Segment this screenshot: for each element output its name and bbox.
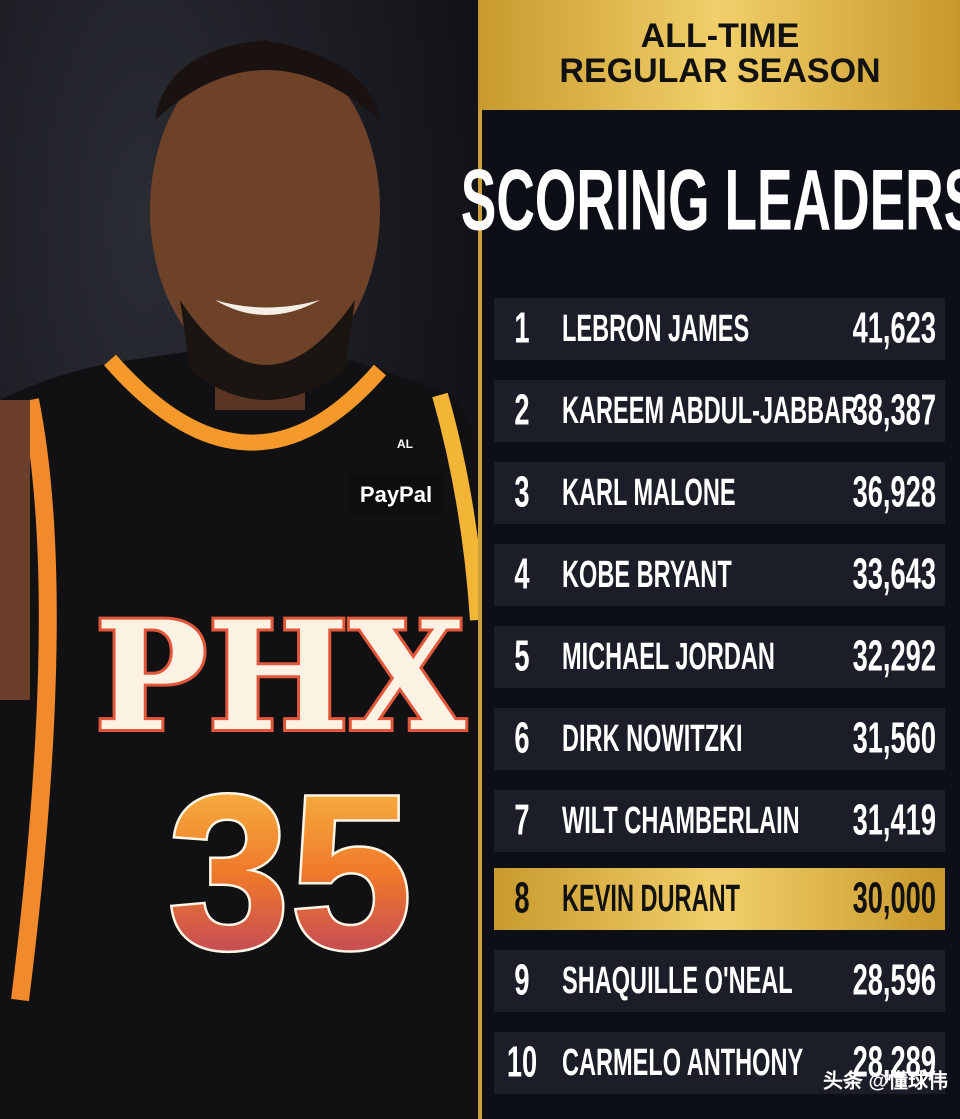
- player-name: MICHAEL JORDAN: [562, 634, 775, 677]
- row-bg: [494, 790, 945, 852]
- points: 41,623: [853, 303, 936, 352]
- points-cell: 36,928: [853, 467, 936, 516]
- points-cell: 30,000: [853, 873, 936, 922]
- row-bg: [494, 298, 945, 360]
- player-name-cell: CARMELO ANTHONY: [562, 1040, 803, 1083]
- player-name-cell: KOBE BRYANT: [562, 552, 732, 595]
- rank-cell: 6: [514, 713, 529, 762]
- hair: [155, 40, 380, 120]
- heading: SCORING LEADERS: [461, 153, 960, 249]
- points-cell: 33,643: [853, 549, 936, 598]
- watermark: 头条 @懂球伟: [823, 1068, 948, 1092]
- row-bg: [494, 950, 945, 1012]
- rank: 5: [514, 631, 529, 680]
- player-name-cell: WILT CHAMBERLAIN: [562, 798, 800, 841]
- head: [150, 45, 380, 375]
- rank-cell: 7: [514, 795, 529, 844]
- sponsor-patch: [348, 475, 444, 515]
- rank: 1: [514, 303, 529, 352]
- points-cell: 31,560: [853, 713, 936, 762]
- row-bg: [494, 626, 945, 688]
- player-name: LEBRON JAMES: [562, 306, 749, 349]
- points-cell: 31,419: [853, 795, 936, 844]
- row-bg: [494, 708, 945, 770]
- arm: [0, 400, 30, 700]
- points: 36,928: [853, 467, 936, 516]
- points: 32,292: [853, 631, 936, 680]
- rank: 3: [514, 467, 529, 516]
- header-line: REGULAR SEASON: [559, 52, 880, 90]
- player-name: KEVIN DURANT: [562, 876, 740, 919]
- player-name: KAREEM ABDUL-JABBAR: [562, 388, 858, 431]
- header-line: ALL-TIME: [641, 17, 800, 55]
- player-name: CARMELO ANTHONY: [562, 1040, 803, 1083]
- row-bg: [494, 544, 945, 606]
- points: 38,387: [853, 385, 936, 434]
- player-name-cell: MICHAEL JORDAN: [562, 634, 775, 677]
- rank-cell: 2: [514, 385, 529, 434]
- player-name: DIRK NOWITZKI: [562, 716, 743, 759]
- jersey-trim: [11, 398, 57, 1002]
- rank: 6: [514, 713, 529, 762]
- rank-cell: 5: [514, 631, 529, 680]
- rank: 8: [514, 873, 529, 922]
- row-highlight: [494, 868, 945, 930]
- rank-cell: 3: [514, 467, 529, 516]
- points-cell: 38,387: [853, 385, 936, 434]
- points: 31,560: [853, 713, 936, 762]
- beard: [180, 300, 355, 400]
- row-bg: [494, 462, 945, 524]
- jersey-collar: [103, 354, 387, 451]
- header-band: [478, 0, 960, 110]
- rank: 9: [514, 955, 529, 1004]
- sponsor: PayPal: [360, 482, 432, 507]
- points: 30,000: [853, 873, 936, 922]
- points: 31,419: [853, 795, 936, 844]
- points: 28,289: [853, 1037, 936, 1086]
- points-cell: 28,289: [853, 1037, 936, 1086]
- rank-cell: 4: [514, 549, 530, 598]
- player-name-cell: DIRK NOWITZKI: [562, 716, 743, 759]
- points: 33,643: [853, 549, 936, 598]
- rank: 2: [514, 385, 529, 434]
- tag: AL: [397, 437, 413, 451]
- player-name-cell: KEVIN DURANT: [562, 876, 740, 919]
- heading-group: SCORING LEADERS: [461, 153, 960, 249]
- player-name: KOBE BRYANT: [562, 552, 732, 595]
- jersey: [0, 350, 480, 1119]
- points-cell: 28,596: [853, 955, 936, 1004]
- divider: [478, 0, 482, 1119]
- jersey-trim: [432, 392, 486, 621]
- points: 28,596: [853, 955, 936, 1004]
- player-name-cell: KAREEM ABDUL-JABBAR: [562, 388, 858, 431]
- player-name: KARL MALONE: [562, 470, 736, 513]
- jersey-number: 35: [168, 749, 413, 995]
- teeth: [215, 300, 320, 315]
- rank-cell: 10: [507, 1037, 537, 1086]
- points-cell: 41,623: [853, 303, 936, 352]
- player-name-cell: SHAQUILLE O'NEAL: [562, 958, 793, 1001]
- rank-cell: 1: [514, 303, 529, 352]
- player-name-cell: LEBRON JAMES: [562, 306, 749, 349]
- rank-cell: 9: [514, 955, 529, 1004]
- team-text: PHX: [95, 589, 467, 765]
- player-name: WILT CHAMBERLAIN: [562, 798, 800, 841]
- row-bg: [494, 1032, 945, 1094]
- player-name-cell: KARL MALONE: [562, 470, 736, 513]
- rank: 10: [507, 1037, 537, 1086]
- rank: 7: [514, 795, 529, 844]
- points-cell: 32,292: [853, 631, 936, 680]
- rank: 4: [514, 549, 530, 598]
- player-name: SHAQUILLE O'NEAL: [562, 958, 793, 1001]
- rank-cell: 8: [514, 873, 529, 922]
- row-bg: [494, 380, 945, 442]
